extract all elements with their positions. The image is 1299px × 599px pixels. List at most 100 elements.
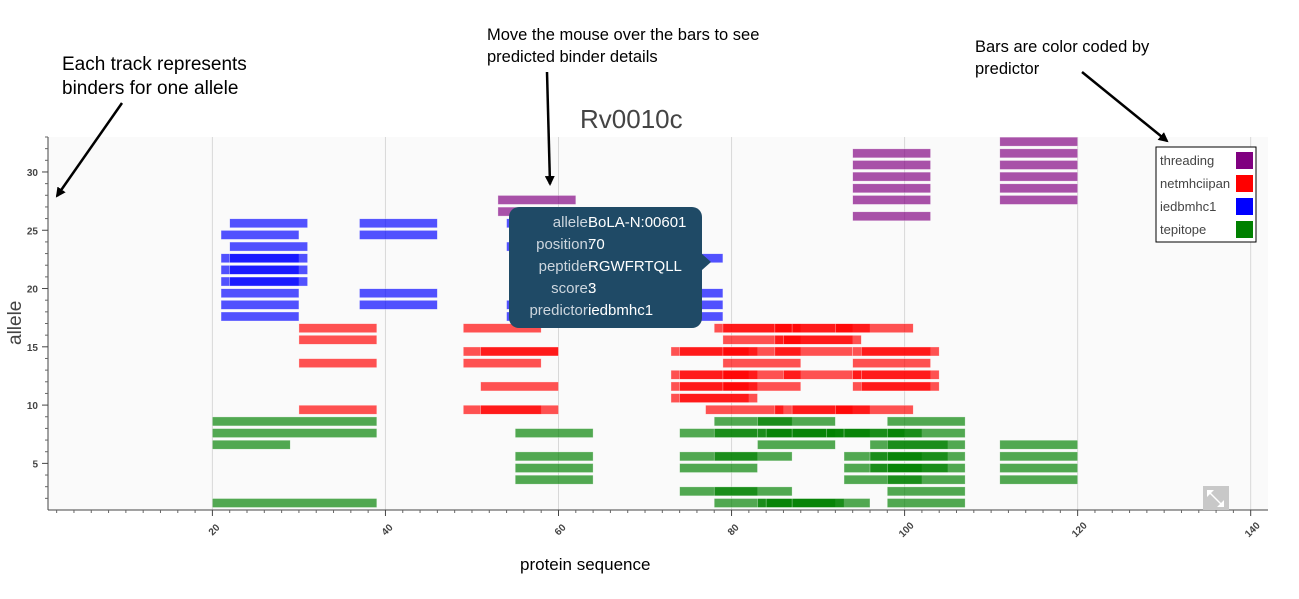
bar-netmhciipan[interactable] [298, 335, 378, 345]
bar-tepitope[interactable] [886, 486, 966, 497]
tooltip-value: BoLA-N:00601 [588, 214, 687, 231]
bar-iedbmhc1[interactable] [220, 311, 300, 322]
bar-tepitope[interactable] [514, 451, 594, 462]
annotation-tracks-line: binders for one allele [62, 78, 239, 99]
bar-threading[interactable] [852, 183, 931, 194]
bar-tepitope[interactable] [886, 428, 966, 438]
bar-tepitope[interactable] [514, 463, 594, 473]
bar-iedbmhc1[interactable] [359, 230, 438, 240]
legend-swatch-iedbmhc1 [1236, 198, 1253, 215]
bar-iedbmhc1[interactable] [220, 300, 300, 310]
bar-tepitope[interactable] [886, 451, 966, 462]
bar-tepitope[interactable] [212, 416, 378, 427]
chart-title: Rv0010c [580, 104, 683, 134]
tooltip-row: score: 3 [509, 280, 702, 302]
bar-tepitope[interactable] [886, 439, 966, 450]
bar-netmhciipan[interactable] [705, 404, 784, 415]
legend-label-iedbmhc1: iedbmhc1 [1160, 199, 1216, 214]
bar-netmhciipan[interactable] [480, 381, 559, 392]
bar-iedbmhc1[interactable] [229, 276, 308, 287]
bar-tepitope[interactable] [886, 416, 966, 427]
tooltip-key: position: [536, 236, 592, 253]
bar-netmhciipan[interactable] [861, 369, 940, 380]
tooltip-key: predictor: [529, 302, 592, 319]
tooltip-key: peptide: [538, 258, 592, 275]
bar-iedbmhc1[interactable] [229, 253, 308, 264]
bar-netmhciipan[interactable] [861, 346, 940, 357]
bar-netmhciipan[interactable] [783, 369, 862, 380]
tooltip-value: iedbmhc1 [588, 302, 654, 319]
bar-tepitope[interactable] [999, 474, 1078, 485]
bar-tepitope[interactable] [514, 474, 594, 485]
bar-tepitope[interactable] [212, 428, 378, 438]
bar-iedbmhc1[interactable] [220, 288, 300, 298]
bar-netmhciipan[interactable] [722, 358, 802, 368]
bar-threading[interactable] [999, 148, 1078, 159]
bar-netmhciipan[interactable] [861, 381, 940, 392]
legend-swatch-netmhciipan [1236, 175, 1253, 192]
bar-tepitope[interactable] [791, 498, 871, 508]
bar-tepitope[interactable] [713, 486, 793, 497]
bar-tepitope[interactable] [757, 439, 836, 450]
legend-label-threading: threading [1160, 153, 1214, 168]
bar-tepitope[interactable] [999, 439, 1078, 450]
bar-netmhciipan[interactable] [298, 404, 378, 415]
bar-threading[interactable] [999, 195, 1078, 205]
annotation-hover: Move the mouse over the bars to see pred… [487, 24, 807, 68]
bar-iedbmhc1[interactable] [229, 241, 308, 252]
tooltip-row: allele: BoLA-N:00601 [509, 214, 702, 236]
bar-netmhciipan[interactable] [835, 404, 914, 415]
bar-iedbmhc1[interactable] [359, 300, 438, 310]
bar-threading[interactable] [852, 171, 931, 182]
x-axis-label: protein sequence [520, 555, 651, 574]
bar-iedbmhc1[interactable] [229, 218, 308, 229]
x-tick-label: 120 [1070, 520, 1090, 540]
bar-threading[interactable] [852, 211, 931, 222]
bar-tepitope[interactable] [713, 451, 793, 462]
bar-netmhciipan[interactable] [722, 381, 802, 392]
bar-threading[interactable] [852, 148, 931, 159]
bar-threading[interactable] [999, 160, 1078, 170]
x-tick-label: 140 [1243, 520, 1263, 540]
bar-iedbmhc1[interactable] [229, 265, 308, 275]
bar-netmhciipan[interactable] [480, 404, 559, 415]
bar-netmhciipan[interactable] [774, 346, 853, 357]
bar-netmhciipan[interactable] [835, 323, 914, 333]
bar-threading[interactable] [497, 195, 577, 205]
bar-iedbmhc1[interactable] [220, 230, 300, 240]
bar-netmhciipan[interactable] [783, 335, 862, 345]
bar-netmhciipan[interactable] [679, 393, 758, 403]
legend[interactable]: threading netmhciipan iedbmhc1 tepitope [1155, 146, 1257, 243]
bar-netmhciipan[interactable] [298, 323, 378, 333]
bar-tepitope[interactable] [999, 463, 1078, 473]
legend-label-netmhciipan: netmhciipan [1160, 176, 1230, 191]
bar-iedbmhc1[interactable] [359, 288, 438, 298]
bar-tepitope[interactable] [886, 498, 966, 508]
y-tick-label: 20 [27, 285, 39, 296]
bar-threading[interactable] [999, 171, 1078, 182]
arrow-right [1081, 71, 1169, 143]
bar-netmhciipan[interactable] [852, 358, 931, 368]
bar-threading[interactable] [999, 136, 1078, 147]
y-tick-label: 5 [32, 459, 38, 470]
bar-netmhciipan[interactable] [463, 358, 542, 368]
bar-tepitope[interactable] [999, 451, 1078, 462]
bar-tepitope[interactable] [679, 463, 758, 473]
bar-threading[interactable] [852, 195, 931, 205]
x-tick-label: 20 [207, 522, 223, 538]
bar-tepitope[interactable] [886, 474, 966, 485]
bar-threading[interactable] [999, 183, 1078, 194]
legend-label-tepitope: tepitope [1160, 222, 1206, 237]
resize-arrows-icon[interactable] [1203, 486, 1229, 510]
bar-netmhciipan[interactable] [298, 358, 378, 368]
bar-iedbmhc1[interactable] [359, 218, 438, 229]
bar-tepitope[interactable] [212, 439, 291, 450]
bar-tepitope[interactable] [212, 498, 378, 508]
bar-netmhciipan[interactable] [463, 323, 542, 333]
bar-tepitope[interactable] [757, 416, 836, 427]
bar-netmhciipan[interactable] [480, 346, 559, 357]
bar-tepitope[interactable] [514, 428, 594, 438]
bar-threading[interactable] [852, 160, 931, 170]
bar-tepitope[interactable] [886, 463, 966, 473]
x-tick-label: 40 [380, 522, 396, 538]
